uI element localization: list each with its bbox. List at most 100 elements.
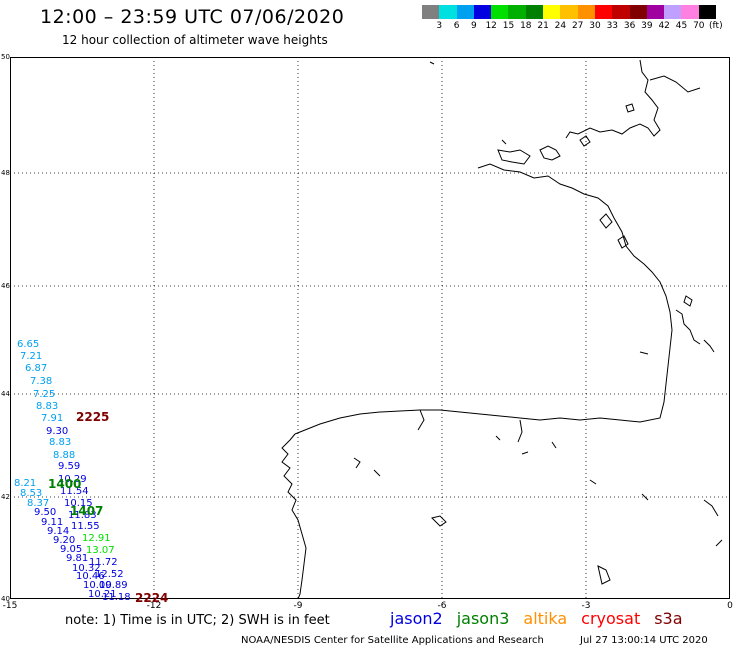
timestamp: Jul 27 13:00:14 UTC 2020 (580, 635, 708, 646)
lon-label: -3 (581, 601, 591, 611)
wave-height-label: 8.21 (14, 478, 37, 489)
wave-height-label: 10.46 (76, 571, 105, 582)
lon-label: -9 (293, 601, 303, 611)
legend-swatch (491, 5, 509, 19)
legend-swatch (577, 5, 595, 19)
wave-height-label: 9.14 (47, 526, 70, 537)
credit-line: NOAA/NESDIS Center for Satellite Applica… (241, 635, 544, 646)
legend-swatch (525, 5, 544, 19)
wave-height-label: 11.83 (68, 510, 97, 521)
lon-label: -12 (146, 601, 162, 611)
legend-tick: 27 (571, 21, 584, 31)
satellite-name: s3a (654, 609, 683, 628)
wave-height-label: 7.38 (30, 376, 53, 387)
satellite-name: cryosat (581, 609, 641, 628)
lon-label: 0 (727, 601, 733, 611)
legend-swatch (629, 5, 647, 19)
legend-tick: 70 (693, 21, 705, 31)
legend-tick: 3 (436, 21, 443, 31)
color-legend (422, 5, 717, 19)
legend-tick: 45 (675, 21, 688, 31)
wave-height-label: 10.29 (58, 474, 87, 485)
legend-tick: 36 (623, 21, 636, 31)
satellite-name: jason2 (390, 609, 443, 628)
wave-height-label: 9.81 (66, 553, 89, 564)
legend-swatch (698, 5, 717, 19)
wave-height-label: 9.50 (34, 507, 57, 518)
wave-height-label: 7.21 (20, 351, 43, 362)
satellite-name: jason3 (456, 609, 510, 628)
wave-height-label: 11.54 (60, 486, 89, 497)
chart-subtitle: 12 hour collection of altimeter wave hei… (62, 33, 328, 47)
graticule (10, 57, 730, 599)
lat-label: 48 (1, 169, 10, 177)
coastline (281, 59, 723, 600)
legend-swatch (422, 5, 440, 19)
wave-height-label: 9.30 (46, 426, 69, 437)
lon-label: -6 (437, 601, 447, 611)
legend-swatch (681, 5, 699, 19)
pass-time-label: 1407 (70, 504, 104, 518)
wave-height-label: 10.32 (72, 563, 101, 574)
satellite-legend: jason2 jason3 altika cryosat s3a (390, 609, 697, 628)
wave-height-label: 6.65 (17, 339, 40, 350)
lon-label: -15 (2, 601, 18, 611)
legend-swatch (594, 5, 613, 19)
lat-label: 50 (1, 53, 10, 61)
pass-time-label: 2225 (76, 410, 110, 424)
legend-swatch (439, 5, 457, 19)
wave-height-label: 7.25 (33, 389, 56, 400)
legend-ticks: 3 6 9 12 15 18 21 24 27 30 33 36 39 42 45 70 (ft) (422, 21, 740, 33)
satellite-name: altika (523, 609, 568, 628)
lat-label: 42 (1, 493, 10, 501)
legend-swatch (456, 5, 474, 19)
legend-tick: 42 (658, 21, 670, 31)
legend-tick: 12 (485, 21, 497, 31)
wave-height-label: 11.72 (89, 557, 118, 568)
wave-height-label: 10.09 (83, 580, 112, 591)
legend-swatch (560, 5, 578, 19)
wave-height-label: 11.18 (102, 592, 131, 603)
wave-height-label: 11.55 (71, 521, 100, 532)
lat-label: 46 (1, 282, 10, 290)
legend-swatch (612, 5, 630, 19)
wave-height-label: 6.87 (25, 363, 48, 374)
wave-height-label: 9.59 (58, 461, 81, 472)
wave-height-label: 8.88 (53, 450, 76, 461)
pass-time-label: 2224 (135, 591, 169, 605)
map-frame (10, 57, 730, 599)
legend-tick: 9 (471, 21, 477, 31)
pass-time-label: 1400 (48, 477, 82, 491)
legend-swatch (664, 5, 682, 19)
lat-label: 40 (1, 595, 10, 603)
legend-tick: 33 (606, 21, 619, 31)
legend-tick: 39 (641, 21, 653, 31)
chart-title: 12:00 – 23:59 UTC 07/06/2020 (40, 6, 345, 28)
lat-label: 44 (1, 390, 10, 398)
wave-height-label: 10.89 (99, 580, 128, 591)
legend-tick: 24 (554, 21, 567, 31)
wave-height-label: 9.11 (41, 517, 64, 528)
wave-height-label: 10.15 (64, 498, 93, 509)
legend-tick: 6 (453, 21, 460, 31)
wave-height-label: 13.07 (86, 545, 115, 556)
legend-swatch (646, 5, 665, 19)
wave-height-label: 8.37 (27, 498, 50, 509)
wave-height-label: 9.05 (60, 544, 83, 555)
wave-height-label: 8.83 (36, 401, 59, 412)
wave-height-label: 8.53 (20, 488, 43, 499)
legend-swatch (508, 5, 526, 19)
wave-height-label: 12.91 (82, 533, 111, 544)
legend-tick: 30 (589, 21, 601, 31)
legend-tick: (ft) (709, 21, 723, 31)
wave-height-label: 7.91 (41, 413, 64, 424)
legend-tick: 18 (520, 21, 532, 31)
legend-tick: 15 (502, 21, 515, 31)
wave-height-label: 12.52 (95, 569, 124, 580)
wave-height-label: 9.20 (53, 535, 76, 546)
wave-height-label: 10.21 (88, 589, 117, 600)
wave-height-label: 8.83 (49, 437, 72, 448)
footer-note: note: 1) Time is in UTC; 2) SWH is in fe… (65, 613, 330, 628)
legend-swatch (543, 5, 561, 19)
